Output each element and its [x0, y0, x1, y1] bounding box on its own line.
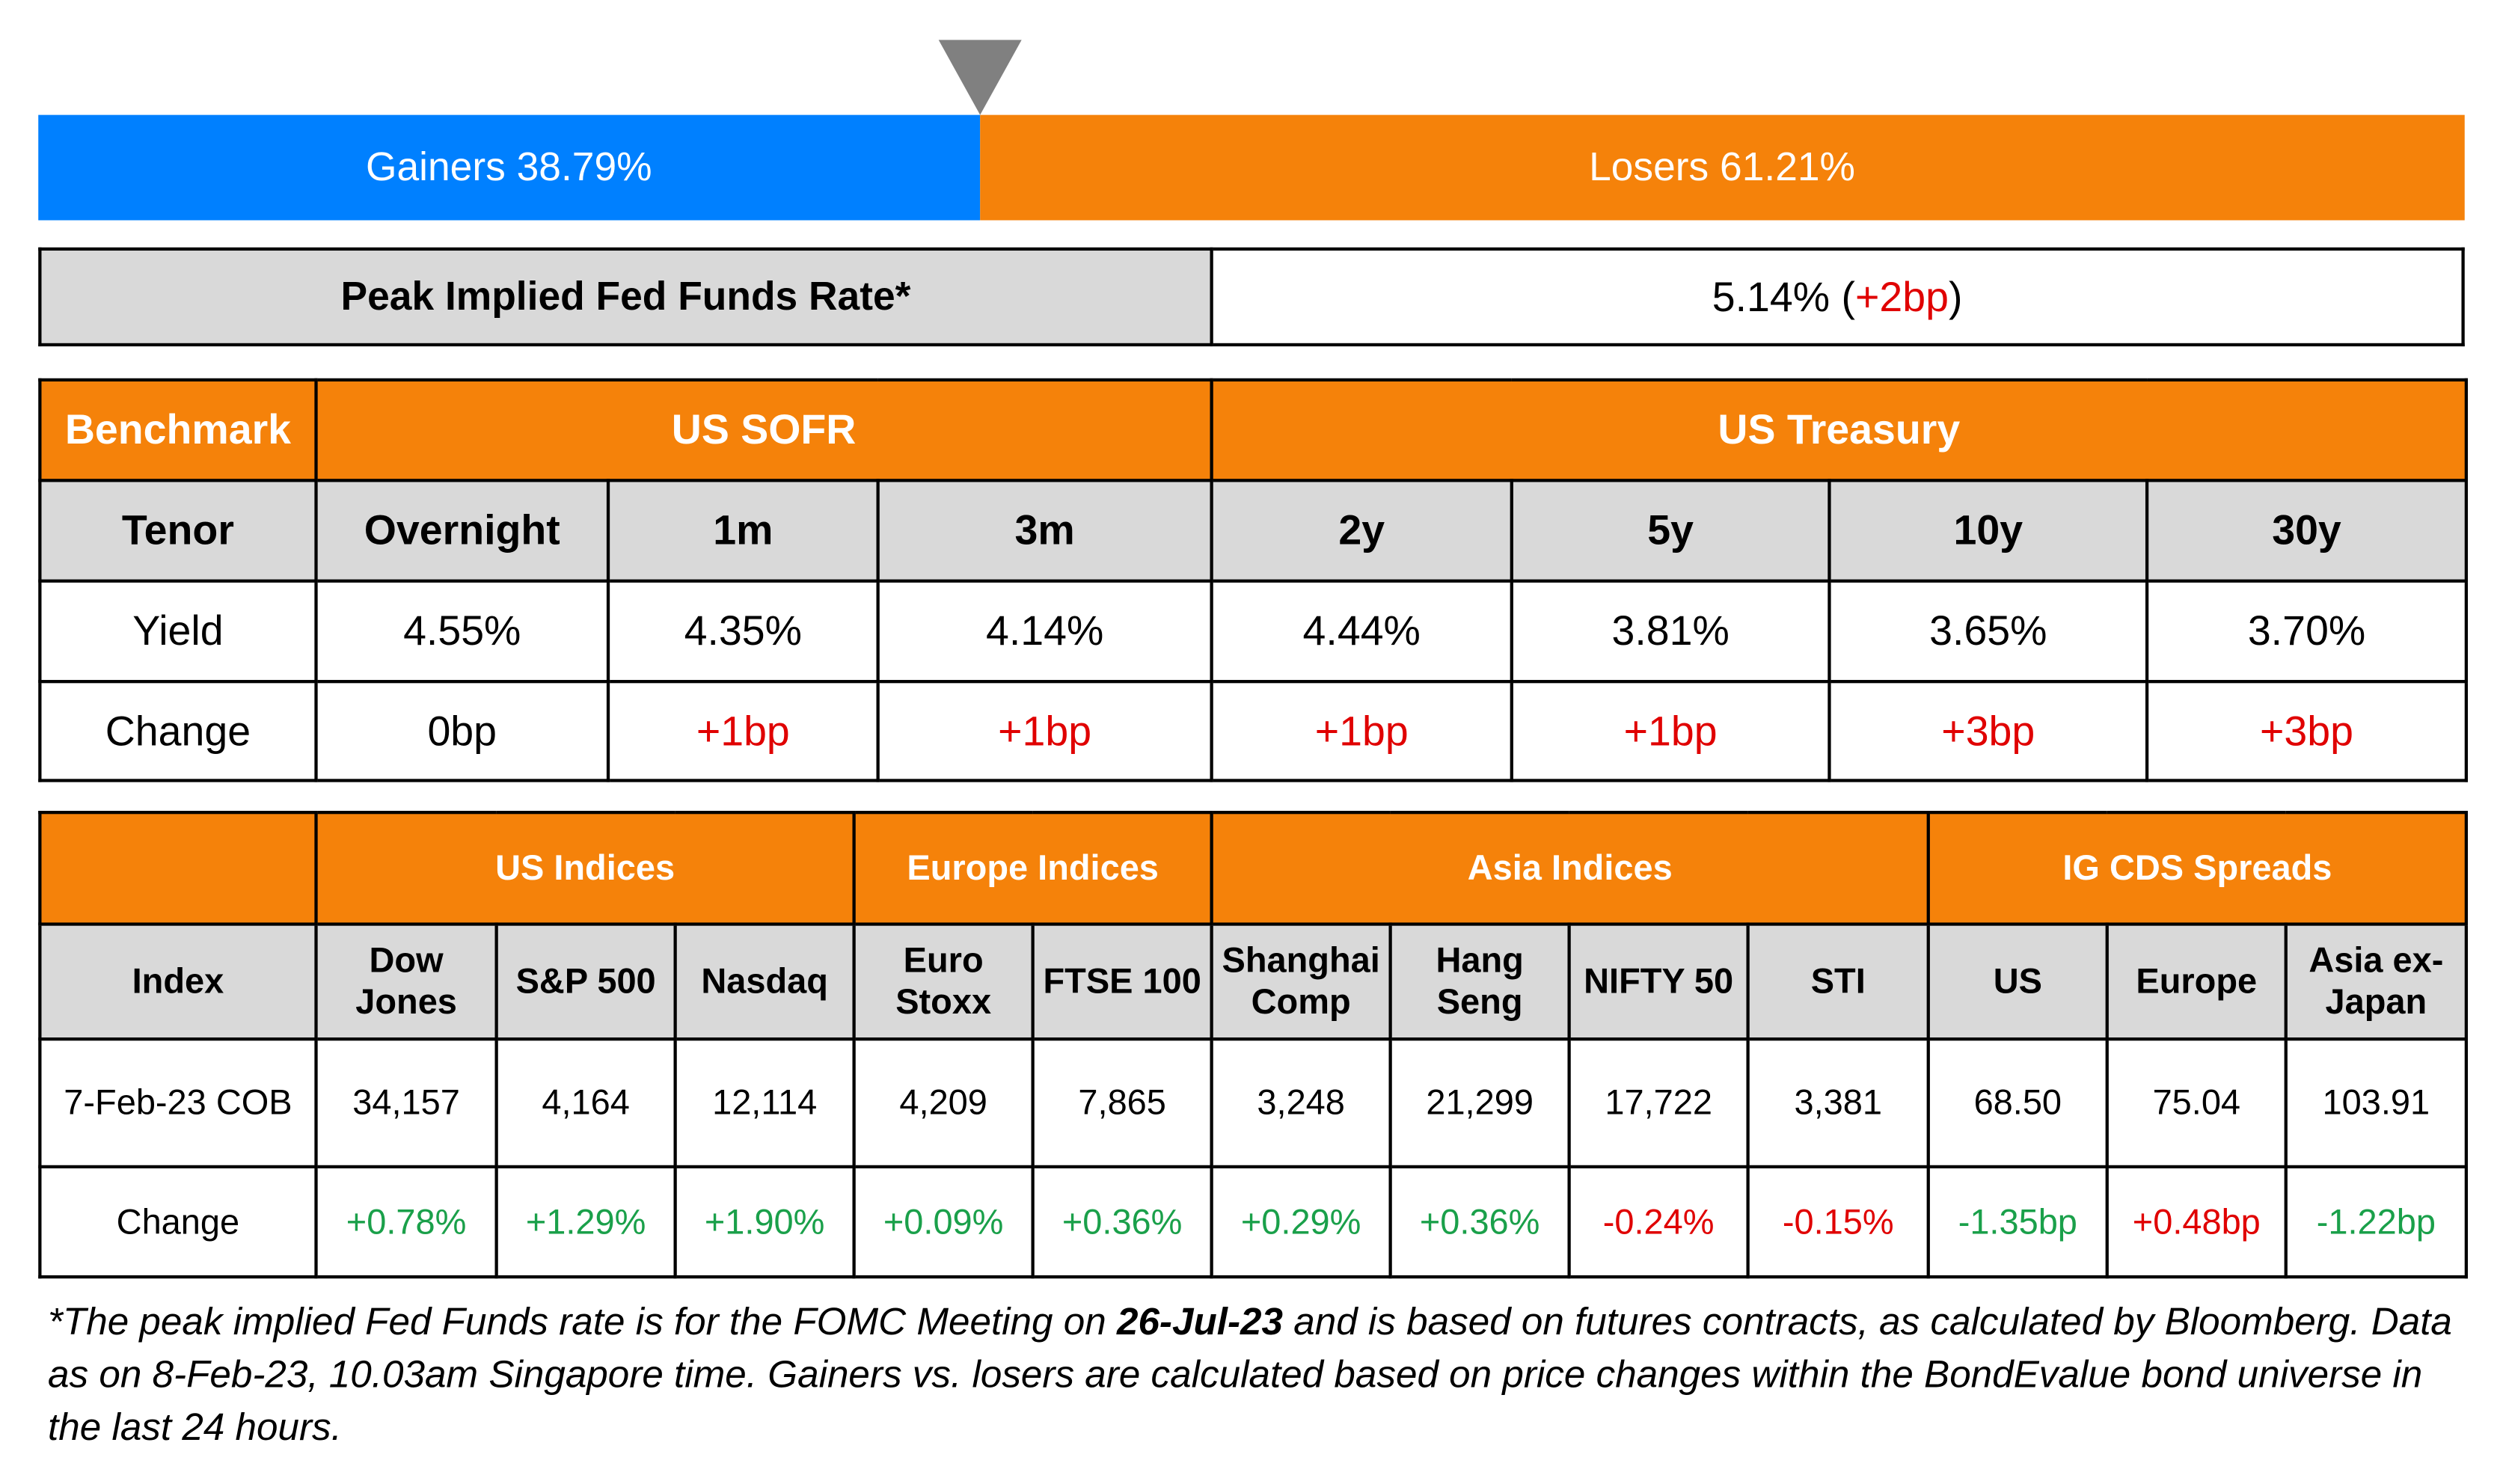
group-header: US SOFR — [314, 378, 1213, 482]
table-cell: 3,248 — [1210, 1037, 1392, 1169]
table-cell: 17,722 — [1567, 1037, 1750, 1169]
table-cell: +3bp — [1828, 680, 2149, 782]
table-row: Index Dow Jones S&P 500 Nasdaq Euro Stoxx FTS… — [38, 922, 2469, 1041]
fed-funds-part: ) — [1948, 272, 1963, 320]
footnote-part: 26-Jul-23 — [1116, 1301, 1284, 1344]
table-cell: 3.70% — [2145, 579, 2469, 684]
column-header: S&P 500 — [494, 922, 677, 1041]
fed-funds-part: 5.14% ( — [1712, 272, 1855, 320]
footnote: *The peak implied Fed Funds rate is for … — [48, 1296, 2475, 1454]
table-cell: 75.04 — [2105, 1037, 2288, 1169]
group-header: Europe Indices — [852, 811, 1213, 926]
column-header: Overnight — [314, 479, 610, 583]
table-cell: 3,381 — [1746, 1037, 1930, 1169]
table-cell: 103.91 — [2284, 1037, 2469, 1169]
table-cell: 21,299 — [1388, 1037, 1571, 1169]
column-header: US — [1926, 922, 2109, 1041]
table-cell: 4.44% — [1210, 579, 1513, 684]
table-cell: 0bp — [314, 680, 610, 782]
group-header: Benchmark — [38, 378, 318, 482]
breadth-bar: Gainers 38.79% Losers 61.21% — [38, 114, 2465, 221]
indices-table: US Indices Europe Indices Asia Indices IG C… — [38, 811, 2469, 1279]
table-cell: Change — [38, 680, 318, 782]
column-header: 10y — [1828, 479, 2149, 583]
table-row: Benchmark US SOFR US Treasury — [38, 378, 2469, 482]
table-cell: 3.81% — [1510, 579, 1831, 684]
table-row: Change 0bp +1bp +1bp +1bp +1bp +3bp +3bp — [38, 680, 2469, 782]
table-row: Tenor Overnight 1m 3m 2y 5y 10y 30y — [38, 479, 2469, 583]
table-cell: Yield — [38, 579, 318, 684]
fed-funds-part: +2bp — [1854, 272, 1949, 320]
group-header — [38, 811, 318, 926]
table-cell: +0.78% — [314, 1165, 498, 1279]
table-cell: +0.09% — [852, 1165, 1035, 1279]
table-cell: +1bp — [1210, 680, 1513, 782]
losers-bar: Losers 61.21% — [979, 114, 2465, 221]
table-cell: -0.24% — [1567, 1165, 1750, 1279]
table-row: Change +0.78% +1.29% +1.90% +0.09% +0.36% +0.2… — [38, 1165, 2469, 1279]
column-header: Index — [38, 922, 318, 1041]
column-header: 5y — [1510, 479, 1831, 583]
table-cell: 4.35% — [606, 579, 880, 684]
column-header: 2y — [1210, 479, 1513, 583]
table-cell: 68.50 — [1926, 1037, 2109, 1169]
table-cell: 4.14% — [876, 579, 1213, 684]
table-cell: 4,164 — [494, 1037, 677, 1169]
table-cell: +1bp — [876, 680, 1213, 782]
column-header: Hang Seng — [1388, 922, 1571, 1041]
column-header: NIFTY 50 — [1567, 922, 1750, 1041]
footnote-part: *The peak implied Fed Funds rate is for … — [48, 1301, 1117, 1344]
group-header: US Treasury — [1210, 378, 2469, 482]
rates-table: Benchmark US SOFR US Treasury Tenor Overnigh… — [38, 378, 2469, 782]
column-header: STI — [1746, 922, 1930, 1041]
column-header: Dow Jones — [314, 922, 498, 1041]
column-header: Euro Stoxx — [852, 922, 1035, 1041]
fed-funds-value: 5.14% (+2bp) — [1210, 247, 2465, 347]
fed-funds-row: Peak Implied Fed Funds Rate* 5.14% (+2bp… — [38, 247, 2465, 347]
table-cell: 7,865 — [1031, 1037, 1213, 1169]
group-header: Asia Indices — [1210, 811, 1930, 926]
gainers-bar: Gainers 38.79% — [38, 114, 980, 221]
table-cell: +1.90% — [673, 1165, 856, 1279]
column-header: Shanghai Comp — [1210, 922, 1392, 1041]
column-header: FTSE 100 — [1031, 922, 1213, 1041]
table-cell: +0.48bp — [2105, 1165, 2288, 1279]
table-row: Yield 4.55% 4.35% 4.14% 4.44% 3.81% 3.65% 3.70% — [38, 579, 2469, 684]
table-cell: 34,157 — [314, 1037, 498, 1169]
footnote-part: and is based on futures contracts, as ca… — [48, 1301, 2452, 1450]
table-cell: +0.29% — [1210, 1165, 1392, 1279]
table-cell: +1bp — [606, 680, 880, 782]
column-header: 3m — [876, 479, 1213, 583]
table-row: 7-Feb-23 COB 34,157 4,164 12,114 4,209 7,865 3… — [38, 1037, 2469, 1169]
table-cell: +0.36% — [1388, 1165, 1571, 1279]
table-cell: -1.22bp — [2284, 1165, 2469, 1279]
table-cell: Change — [38, 1165, 318, 1279]
breadth-marker — [937, 40, 1021, 115]
table-cell: -1.35bp — [1926, 1165, 2109, 1279]
column-header: Tenor — [38, 479, 318, 583]
table-cell: +1.29% — [494, 1165, 677, 1279]
column-header: Asia ex-Japan — [2284, 922, 2469, 1041]
column-header: 30y — [2145, 479, 2469, 583]
table-cell: +1bp — [1510, 680, 1831, 782]
column-header: 1m — [606, 479, 880, 583]
fed-funds-label: Peak Implied Fed Funds Rate* — [38, 247, 1213, 347]
table-cell: -0.15% — [1746, 1165, 1930, 1279]
table-cell: 7-Feb-23 COB — [38, 1037, 318, 1169]
column-header: Nasdaq — [673, 922, 856, 1041]
group-header: US Indices — [314, 811, 856, 926]
table-row: US Indices Europe Indices Asia Indices IG C… — [38, 811, 2469, 926]
group-header: IG CDS Spreads — [1926, 811, 2469, 926]
table-cell: +3bp — [2145, 680, 2469, 782]
table-cell: 12,114 — [673, 1037, 856, 1169]
column-header: Europe — [2105, 922, 2288, 1041]
table-cell: 3.65% — [1828, 579, 2149, 684]
table-cell: 4.55% — [314, 579, 610, 684]
fed-funds-table: Peak Implied Fed Funds Rate* 5.14% (+2bp… — [38, 247, 2465, 347]
table-cell: +0.36% — [1031, 1165, 1213, 1279]
table-cell: 4,209 — [852, 1037, 1035, 1169]
